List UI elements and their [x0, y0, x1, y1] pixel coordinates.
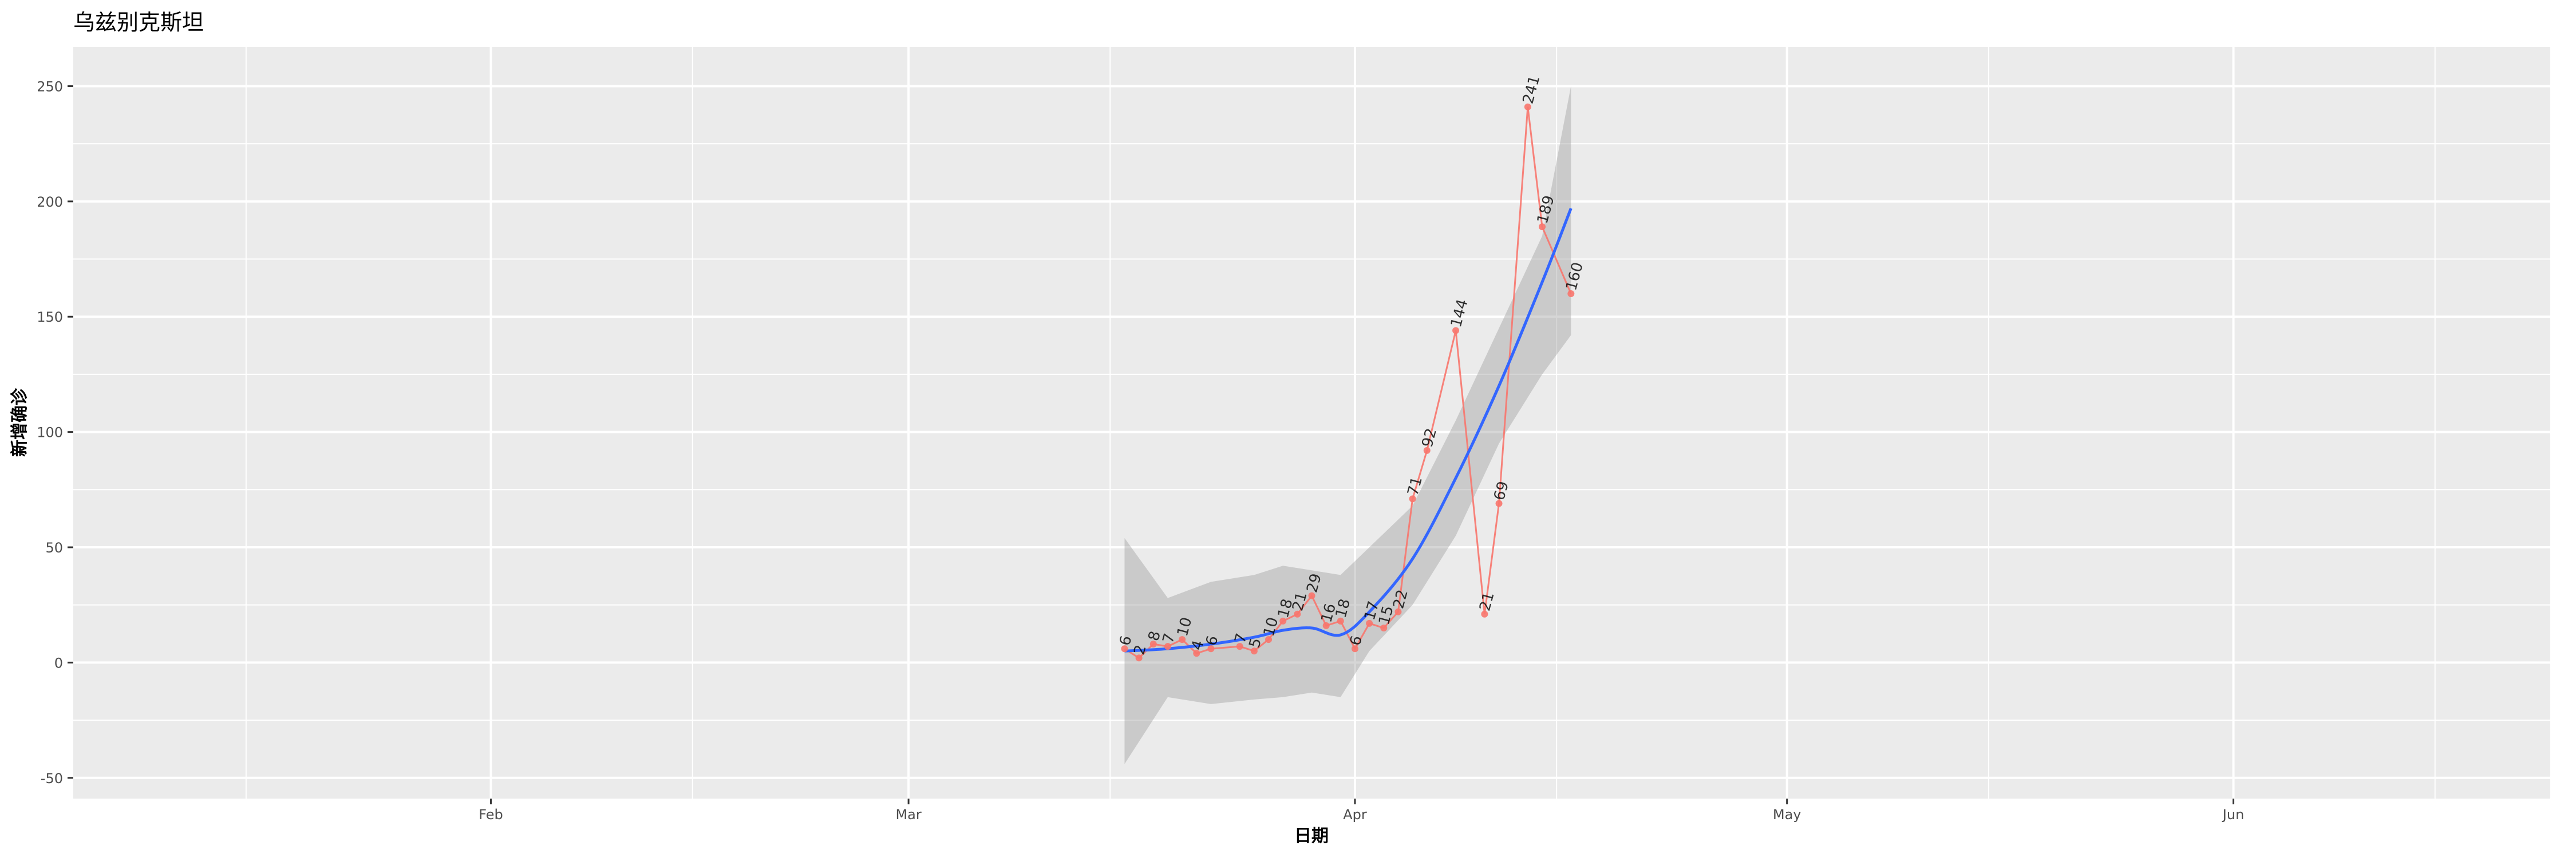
grid: [73, 47, 2550, 799]
confidence-ribbon: [1124, 86, 1571, 764]
y-tick-label: 200: [37, 194, 63, 210]
data-point: [1207, 645, 1215, 653]
data-point: [1294, 610, 1301, 618]
y-tick-label: 0: [54, 655, 63, 671]
data-point: [1236, 643, 1243, 650]
x-tick-label: May: [1773, 807, 1801, 823]
data-label: 6: [1116, 634, 1135, 647]
axes: -50 0 50 100 150 200 250 Feb Mar Apr May Jun: [37, 78, 2244, 823]
data-label: 7: [1231, 631, 1250, 645]
data-label: 4: [1188, 638, 1207, 652]
data-point: [1308, 592, 1315, 599]
data-point: [1179, 636, 1186, 643]
data-point: [1193, 650, 1200, 657]
data-point: [1495, 500, 1503, 507]
data-label: 2: [1131, 643, 1149, 657]
data-label: 7: [1160, 631, 1179, 645]
data-point: [1452, 327, 1460, 334]
y-tick-label: 250: [37, 78, 63, 94]
data-point: [1121, 645, 1128, 653]
x-tick-label: Mar: [895, 807, 921, 823]
data-point: [1250, 647, 1258, 655]
data-points-group: [1121, 103, 1575, 662]
data-point: [1351, 645, 1358, 653]
data-point: [1337, 617, 1344, 625]
plot-panel: [73, 47, 2550, 799]
x-tick-label: Feb: [479, 807, 503, 823]
data-point: [1265, 636, 1273, 643]
data-label: 8: [1145, 629, 1164, 643]
y-tick-label: 50: [45, 540, 63, 556]
data-point: [1366, 619, 1373, 627]
smooth-line-group: [1124, 208, 1573, 653]
data-point: [1524, 103, 1531, 110]
data-point: [1567, 290, 1575, 297]
x-tick-label: Jun: [2222, 807, 2245, 823]
data-label: 6: [1347, 634, 1366, 647]
data-point: [1164, 643, 1171, 650]
data-point: [1322, 622, 1330, 629]
y-tick-label: -50: [41, 771, 63, 787]
data-point: [1409, 495, 1416, 503]
data-point: [1481, 610, 1488, 618]
data-point: [1380, 624, 1388, 631]
y-tick-label: 150: [37, 309, 63, 325]
x-axis-title: 日期: [1294, 826, 1329, 846]
data-point: [1539, 223, 1546, 231]
data-point: [1279, 617, 1287, 625]
data-point: [1423, 447, 1431, 454]
chart-title: 乌兹别克斯坦: [73, 10, 204, 35]
confidence-ribbon-group: [1124, 86, 1571, 764]
smooth-line: [1124, 208, 1573, 653]
y-axis-title: 新增确诊: [10, 388, 30, 457]
y-tick-label: 100: [37, 425, 63, 441]
data-label: 5: [1246, 636, 1265, 650]
data-point: [1135, 654, 1143, 662]
data-point: [1394, 608, 1402, 615]
data-point: [1149, 641, 1157, 648]
data-label: 6: [1203, 634, 1222, 647]
x-tick-label: Apr: [1343, 807, 1367, 823]
